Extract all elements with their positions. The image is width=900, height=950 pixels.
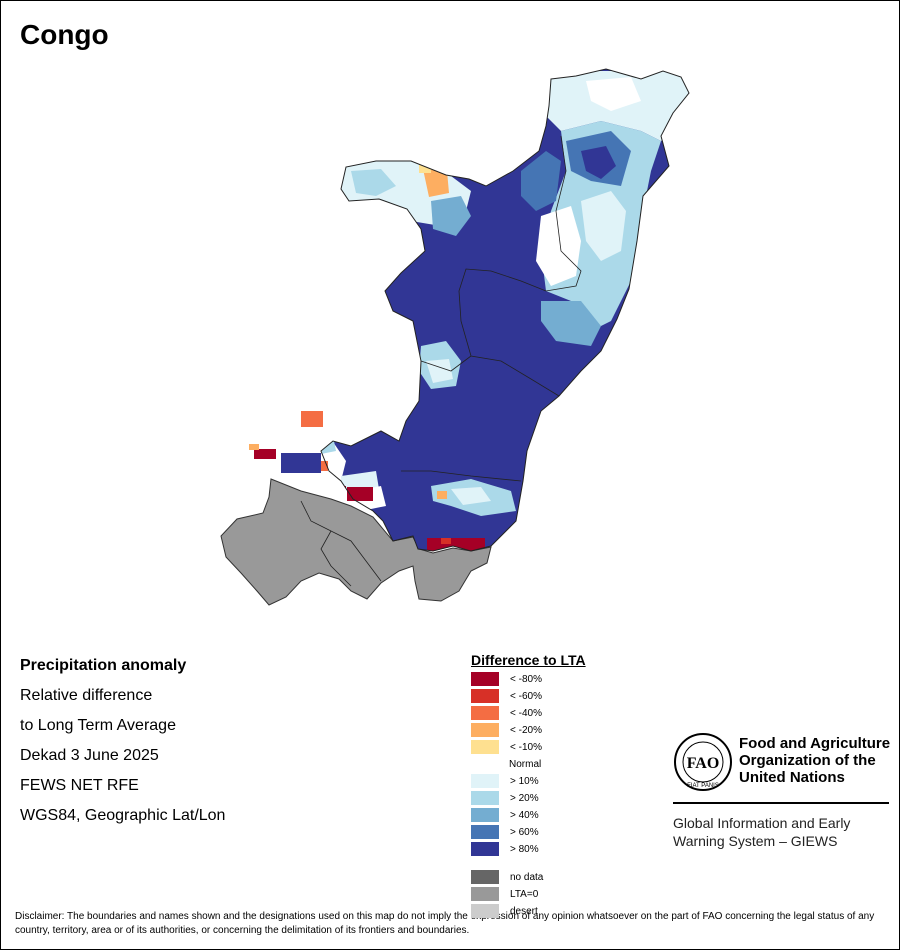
legend-label: > 10%: [510, 775, 539, 787]
disclaimer: Disclaimer: The boundaries and names sho…: [15, 911, 875, 936]
info-line: FEWS NET RFE: [20, 777, 139, 794]
legend-item: LTA=0: [471, 887, 538, 901]
legend-swatch: [471, 791, 499, 805]
legend-label: > 80%: [510, 843, 539, 855]
legend-label: < -10%: [510, 741, 542, 753]
legend-label: < -60%: [510, 690, 542, 702]
legend-swatch: [471, 887, 499, 901]
divider: [673, 802, 889, 804]
legend-item: > 60%: [471, 825, 539, 839]
legend-swatch: [471, 740, 499, 754]
legend-swatch: [471, 774, 499, 788]
legend-swatch: [471, 689, 499, 703]
info-line: to Long Term Average: [20, 717, 176, 734]
legend-title: Difference to LTA: [471, 652, 586, 668]
giews-name: Global Information and Early Warning Sys…: [673, 815, 851, 849]
fao-logo-icon: FAO FIAT PANIS: [674, 733, 732, 791]
legend-swatch: [471, 706, 499, 720]
legend-normal-label: Normal: [509, 759, 542, 770]
legend-item: < -60%: [471, 689, 542, 703]
info-heading: Precipitation anomaly: [20, 657, 187, 674]
info-line: Relative difference: [20, 687, 153, 704]
legend-swatch: [471, 723, 499, 737]
legend-item: < -40%: [471, 706, 542, 720]
legend-item: > 40%: [471, 808, 539, 822]
legend-swatch: [471, 672, 499, 686]
info-line: Dekad 3 June 2025: [20, 747, 159, 764]
legend-item: < -20%: [471, 723, 542, 737]
legend-label: > 60%: [510, 826, 539, 838]
lta-zero-region: [220, 478, 492, 606]
legend-item: > 10%: [471, 774, 539, 788]
legend-item: desert: [471, 904, 538, 918]
info-line: WGS84, Geographic Lat/Lon: [20, 807, 226, 824]
legend-label: < -20%: [510, 724, 542, 736]
legend-item: < -10%: [471, 740, 542, 754]
legend-label: LTA=0: [510, 888, 539, 900]
legend-item: no data: [471, 870, 543, 884]
legend-label: > 40%: [510, 809, 539, 821]
legend-item: < -80%: [471, 672, 542, 686]
legend-item: > 20%: [471, 791, 539, 805]
fao-name: Food and Agriculture Organization of the…: [739, 735, 891, 786]
fao-logo-center-text: FAO: [687, 755, 720, 772]
legend-label: > 20%: [510, 792, 539, 804]
legend-label: desert: [510, 905, 538, 917]
legend-swatch: [471, 842, 499, 856]
legend-swatch: [471, 904, 499, 918]
fao-logo-ring-text: FIAT PANIS: [687, 783, 719, 789]
country-title: Congo: [20, 19, 109, 50]
legend-swatch: [471, 808, 499, 822]
legend-swatch: [471, 825, 499, 839]
legend-swatch: [471, 870, 499, 884]
legend-label: no data: [510, 871, 544, 883]
legend-label: < -40%: [510, 707, 542, 719]
legend-label: < -80%: [510, 673, 542, 685]
legend-item: > 80%: [471, 842, 539, 856]
